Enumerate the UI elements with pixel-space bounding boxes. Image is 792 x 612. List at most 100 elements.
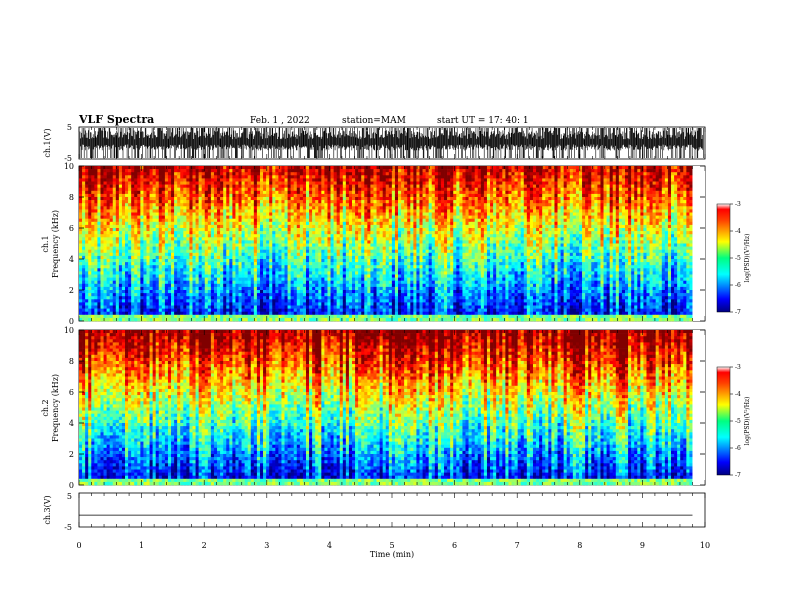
spectrogram-cell <box>300 197 303 200</box>
spectrogram-cell <box>285 213 288 216</box>
spectrogram-cell <box>462 178 465 181</box>
spectrogram-cell <box>275 225 278 228</box>
spectrogram-cell <box>119 178 122 181</box>
spectrogram-cell <box>263 194 266 197</box>
spectrogram-cell <box>189 188 192 191</box>
spectrogram-cell <box>205 169 208 172</box>
spectrogram-cell <box>291 228 294 231</box>
spectrogram-cell <box>291 185 294 188</box>
spectrogram-cell <box>475 225 478 228</box>
spectrogram-cell <box>159 172 162 175</box>
spectrogram-cell <box>275 222 278 225</box>
spectrogram-cell <box>309 166 312 169</box>
spectrogram-cell <box>327 200 330 203</box>
spectrogram-cell <box>416 172 419 175</box>
spectrogram-cell <box>94 225 97 228</box>
spectrogram-cell <box>235 178 238 181</box>
spectrogram-cell <box>189 234 192 237</box>
spectrogram-cell <box>683 185 686 188</box>
spectrogram-cell <box>496 234 499 237</box>
spectrogram-cell <box>453 188 456 191</box>
spectrogram-cell <box>352 219 355 222</box>
spectrogram-cell <box>653 225 656 228</box>
spectrogram-cell <box>97 213 100 216</box>
spectrogram-cell <box>613 178 616 181</box>
spectrogram-cell <box>94 237 97 240</box>
spectrogram-cell <box>662 228 665 231</box>
spectrogram-cell <box>542 216 545 219</box>
spectrogram-cell <box>211 200 214 203</box>
spectrogram-cell <box>625 237 628 240</box>
spectrogram-cell <box>680 197 683 200</box>
spectrogram-cell <box>524 182 527 185</box>
spectrogram-cell <box>604 178 607 181</box>
spectrogram-cell <box>165 240 168 243</box>
spectrogram-cell <box>202 240 205 243</box>
spectrogram-cell <box>677 188 680 191</box>
spectrogram-cell <box>610 166 613 169</box>
spectrogram-cell <box>137 225 140 228</box>
spectrogram-cell <box>521 234 524 237</box>
spectrogram-cell <box>343 228 346 231</box>
spectrogram-cell <box>361 240 364 243</box>
spectrogram-cell <box>441 197 444 200</box>
spectrogram-cell <box>441 169 444 172</box>
spectrogram-cell <box>143 222 146 225</box>
spectrogram-cell <box>150 234 153 237</box>
spectrogram-cell <box>597 182 600 185</box>
spectrogram-cell <box>438 200 441 203</box>
spectrogram-cell <box>192 213 195 216</box>
spectrogram-cell <box>125 234 128 237</box>
spectrogram-cell <box>266 175 269 178</box>
spectrogram-cell <box>355 237 358 240</box>
spectrogram-cell <box>634 194 637 197</box>
spectrogram-cell <box>512 240 515 243</box>
spectrogram-cell <box>456 182 459 185</box>
spectrogram-cell <box>291 197 294 200</box>
spectrogram-cell <box>272 231 275 234</box>
spectrogram-cell <box>377 197 380 200</box>
spectrogram-cell <box>524 197 527 200</box>
spectrogram-cell <box>334 200 337 203</box>
spectrogram-cell <box>107 188 110 191</box>
spectrogram-cell <box>291 237 294 240</box>
spectrogram-cell <box>97 197 100 200</box>
spectrogram-cell <box>159 237 162 240</box>
spectrogram-cell <box>79 188 82 191</box>
spectrogram-cell <box>337 166 340 169</box>
spectrogram-cell <box>156 219 159 222</box>
spectrogram-cell <box>248 234 251 237</box>
spectrogram-cell <box>447 182 450 185</box>
spectrogram-cell <box>235 182 238 185</box>
spectrogram-cell <box>285 203 288 206</box>
spectrogram-cell <box>202 222 205 225</box>
spectrogram-cell <box>410 225 413 228</box>
spectrogram-cell <box>205 213 208 216</box>
spectrogram-cell <box>524 188 527 191</box>
spectrogram-cell <box>438 175 441 178</box>
spectrogram-cell <box>91 240 94 243</box>
spectrogram-cell <box>386 178 389 181</box>
spectrogram-cell <box>472 234 475 237</box>
spectrogram-cell <box>432 206 435 209</box>
spectrogram-cell <box>251 197 254 200</box>
spectrogram-cell <box>389 172 392 175</box>
spectrogram-cell <box>331 228 334 231</box>
spectrogram-cell <box>631 194 634 197</box>
spectrogram-cell <box>524 209 527 212</box>
spectrogram-cell <box>340 188 343 191</box>
spectrogram-cell <box>487 172 490 175</box>
spectrogram-cell <box>413 228 416 231</box>
spectrogram-cell <box>441 237 444 240</box>
spectrogram-cell <box>174 209 177 212</box>
spectrogram-cell <box>211 175 214 178</box>
spectrogram-cell <box>186 228 189 231</box>
spectrogram-cell <box>125 185 128 188</box>
spectrogram-cell <box>665 216 668 219</box>
spectrogram-cell <box>91 203 94 206</box>
spectrogram-cell <box>364 209 367 212</box>
spectrogram-cell <box>278 185 281 188</box>
spectrogram-cell <box>628 200 631 203</box>
spectrogram-cell <box>604 225 607 228</box>
spectrogram-cell <box>349 172 352 175</box>
